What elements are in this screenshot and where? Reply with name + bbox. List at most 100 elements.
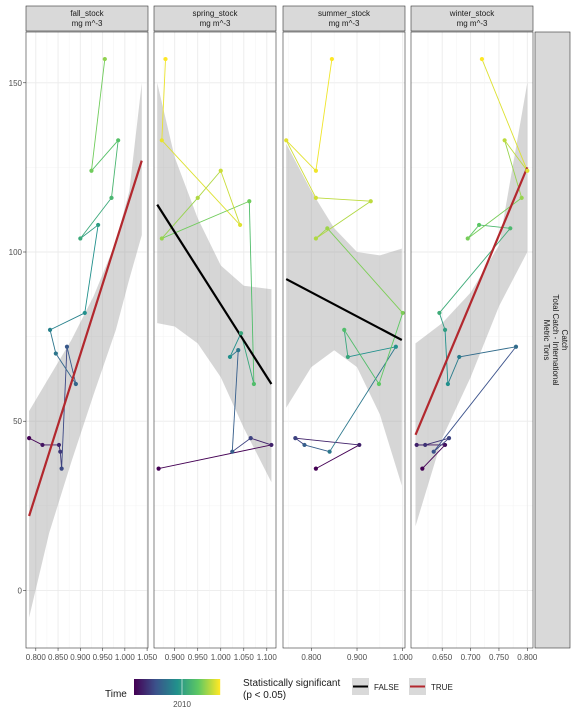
colorbar-slice — [167, 679, 169, 695]
data-point — [269, 442, 274, 448]
colorbar-slice — [202, 679, 204, 695]
path-segment — [158, 444, 272, 470]
path-segment — [444, 329, 449, 385]
data-point — [238, 331, 244, 336]
colorbar-slice — [217, 679, 219, 695]
data-point — [40, 442, 45, 448]
data-point — [82, 310, 87, 316]
colorbar-slice — [142, 679, 144, 695]
colorbar-slice — [201, 679, 203, 695]
data-point — [58, 449, 63, 454]
data-point — [284, 138, 289, 143]
x-tick-label: 0.700 — [461, 653, 482, 662]
data-point — [218, 168, 223, 173]
data-point — [237, 222, 243, 228]
data-point — [56, 442, 62, 448]
path-segment — [161, 200, 250, 239]
colorbar-slice — [149, 679, 151, 695]
path-segment — [229, 333, 242, 358]
colorbar-slice — [151, 679, 153, 695]
path-segment — [91, 140, 119, 172]
x-tick-label: 1.050 — [137, 653, 158, 662]
data-point — [159, 138, 164, 143]
colorbar-slice — [169, 679, 171, 695]
colorbar-slice — [199, 679, 201, 695]
panel-border — [410, 31, 534, 649]
data-point — [342, 327, 347, 332]
colorbar-slice — [157, 679, 159, 695]
colorbar-slice — [193, 679, 195, 695]
data-point — [313, 195, 318, 200]
data-point — [479, 56, 485, 62]
colorbar-slice — [189, 679, 191, 695]
colorbar-slice — [208, 679, 210, 695]
path-segment — [295, 437, 360, 446]
path-segment — [315, 200, 371, 239]
data-point — [159, 236, 164, 241]
colorbar-slice — [176, 679, 178, 695]
colorbar-slice — [212, 679, 214, 695]
path-segment — [91, 59, 106, 171]
data-point — [102, 56, 107, 62]
data-point — [329, 56, 334, 62]
confidence-ribbon — [286, 143, 402, 486]
data-point — [420, 466, 425, 471]
facet-strip — [153, 5, 277, 32]
facet-title: summer_stock — [318, 9, 371, 18]
confidence-ribbon — [157, 82, 272, 483]
data-point — [89, 168, 94, 173]
path-segment — [315, 197, 371, 202]
colorbar-slice — [153, 679, 155, 695]
path-segment — [250, 437, 272, 446]
facet-strip — [282, 5, 406, 32]
right-strip-label: Catch — [560, 330, 569, 351]
colorbar-slice — [207, 679, 209, 695]
path-segment — [161, 59, 166, 141]
path-segment — [433, 437, 450, 453]
facet-units: mg m^-3 — [457, 19, 488, 28]
path-segment — [304, 444, 330, 453]
x-tick-label: 1.050 — [234, 653, 255, 662]
colorbar-slice — [171, 679, 173, 695]
path-segment — [315, 444, 360, 470]
confidence-ribbon — [415, 82, 528, 527]
data-point — [431, 449, 436, 454]
data-point — [313, 466, 318, 471]
trend-line — [414, 166, 529, 436]
path-segment — [347, 346, 396, 358]
colorbar-slice — [165, 679, 167, 695]
facet-units: mg m^-3 — [200, 19, 231, 28]
path-segment — [161, 140, 241, 226]
path-segment — [481, 58, 528, 171]
colorbar-slice — [138, 679, 140, 695]
data-point — [325, 226, 330, 231]
path-segment — [66, 346, 77, 385]
x-tick-label: 0.950 — [93, 653, 114, 662]
x-tick-label: 0.850 — [48, 653, 69, 662]
colorbar-slice — [159, 679, 161, 695]
data-point — [442, 327, 448, 332]
path-segment — [343, 329, 349, 357]
data-point — [247, 199, 252, 204]
legend-time-title: Time — [105, 689, 127, 700]
data-point — [53, 351, 58, 356]
colorbar-slice — [154, 679, 156, 695]
data-point — [251, 381, 257, 387]
colorbar-slice — [186, 679, 188, 695]
colorbar-slice — [177, 679, 179, 695]
data-point — [59, 466, 64, 471]
colorbar-slice — [184, 679, 186, 695]
path-segment — [343, 329, 380, 385]
data-point — [230, 449, 235, 454]
x-tick-label: 1.000 — [115, 653, 136, 662]
data-point — [476, 222, 482, 228]
colorbar-slice — [219, 679, 221, 695]
colorbar-slice — [178, 679, 180, 695]
colorbar-slice — [204, 679, 206, 695]
colorbar-tick-label: 2010 — [173, 700, 191, 709]
colorbar-slice — [136, 679, 138, 695]
y-tick-label: 100 — [9, 248, 23, 257]
